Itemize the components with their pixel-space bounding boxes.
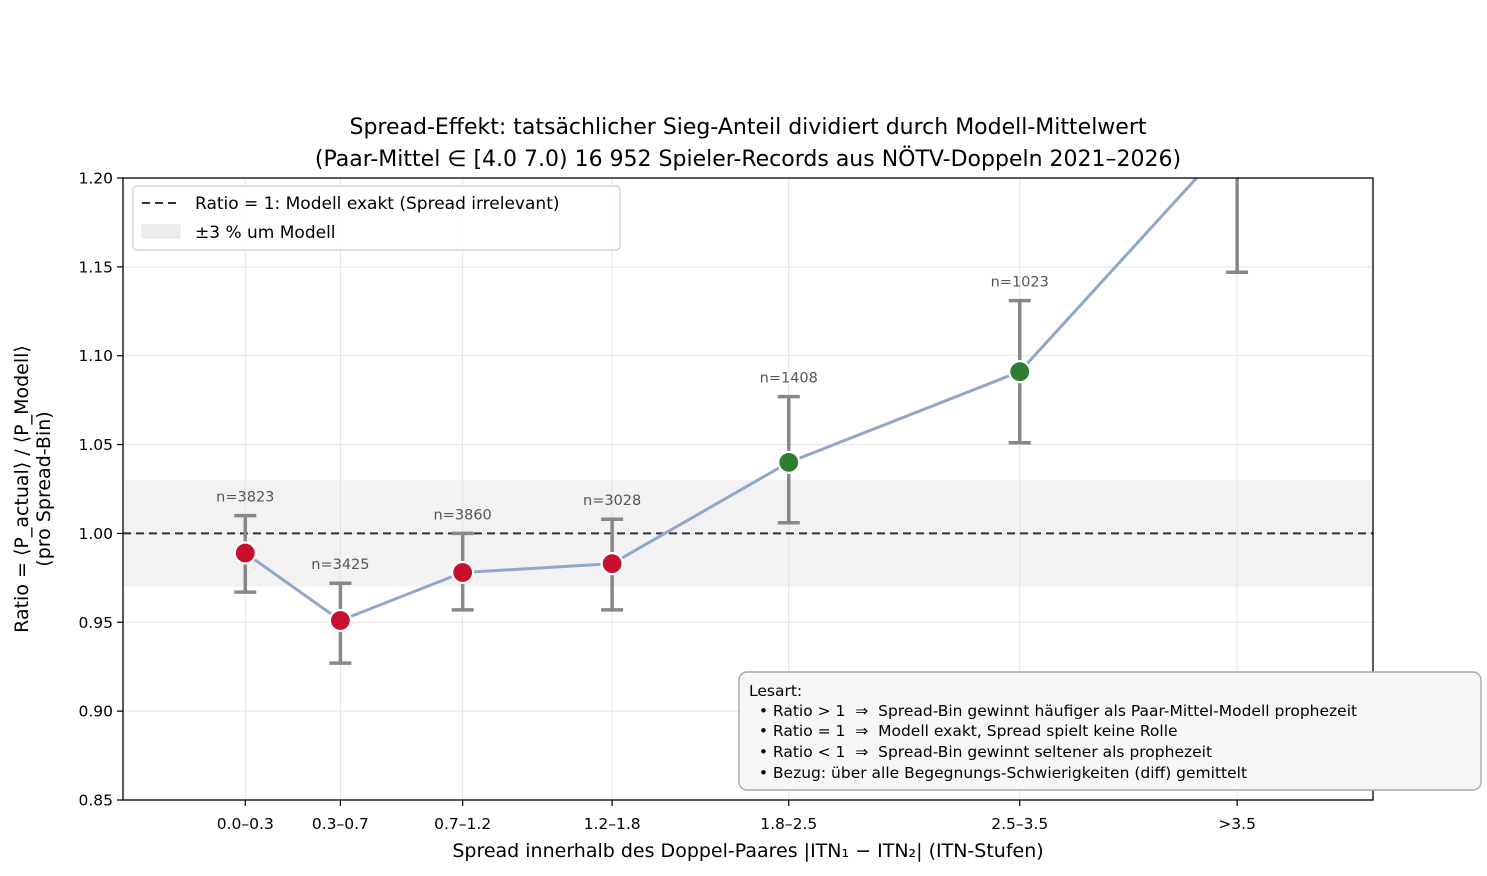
x-tick-label: 0.0–0.3 bbox=[217, 815, 274, 833]
y-tick-label: 1.15 bbox=[78, 258, 113, 276]
y-axis-label-line2: (pro Spread-Bin) bbox=[33, 411, 55, 566]
note-line-reference: • Bezug: über alle Begegnungs-Schwierigk… bbox=[749, 764, 1247, 782]
interpretation-note: Lesart: • Ratio > 1 ⇒ Spread-Bin gewinnt… bbox=[738, 671, 1482, 791]
data-point bbox=[1008, 360, 1032, 384]
x-tick-label: 1.2–1.8 bbox=[584, 815, 641, 833]
y-tick-label: 1.10 bbox=[78, 347, 113, 365]
legend-entry-band: ±3 % um Modell bbox=[195, 223, 336, 243]
plot-frame bbox=[122, 177, 1374, 801]
sample-size-label: n=3823 bbox=[216, 490, 274, 506]
sample-size-label: n=1023 bbox=[991, 275, 1049, 291]
x-tick-label: 1.8–2.5 bbox=[760, 815, 817, 833]
x-tick-label: 2.5–3.5 bbox=[991, 815, 1048, 833]
y-tick-label: 0.85 bbox=[78, 792, 113, 810]
note-line-ratio-lt-1: • Ratio < 1 ⇒ Spread-Bin gewinnt seltene… bbox=[749, 743, 1212, 761]
chart-subtitle: (Paar-Mittel ∈ [4.0 7.0) 16 952 Spieler-… bbox=[315, 146, 1181, 172]
y-tick-label: 0.90 bbox=[78, 703, 113, 721]
note-line-ratio-eq-1: • Ratio = 1 ⇒ Modell exakt, Spread spiel… bbox=[749, 722, 1178, 740]
data-point bbox=[328, 608, 352, 633]
y-tick-label: 1.05 bbox=[78, 436, 113, 454]
note-line-ratio-gt-1: • Ratio > 1 ⇒ Spread-Bin gewinnt häufige… bbox=[749, 702, 1357, 720]
x-axis: 0.0–0.3 0.3–0.7 0.7–1.2 1.2–1.8 1.8–2.5 2.5–3… bbox=[217, 800, 1256, 833]
sample-size-labels: n=3823n=3425n=3860n=3028n=1408n=1023n=38… bbox=[216, 275, 1049, 574]
data-point bbox=[451, 560, 475, 585]
legend-entry-reference: Ratio = 1: Modell exakt (Spread irreleva… bbox=[195, 194, 560, 214]
legend: Ratio = 1: Modell exakt (Spread irreleva… bbox=[132, 185, 621, 251]
x-tick-label: 0.3–0.7 bbox=[312, 815, 369, 833]
legend-band-swatch bbox=[141, 224, 181, 239]
note-line-heading: Lesart: bbox=[749, 682, 802, 700]
y-axis-label-line1: Ratio = ⟨P_actual⟩ / ⟨P_Modell⟩ bbox=[11, 345, 33, 633]
sample-size-label: n=3028 bbox=[583, 493, 641, 509]
sample-size-label: n=3425 bbox=[311, 557, 369, 573]
y-tick-label: 0.95 bbox=[78, 614, 113, 632]
data-point bbox=[777, 450, 801, 474]
data-point bbox=[1227, 123, 1248, 144]
data-point bbox=[600, 552, 624, 576]
sample-size-label: n=3860 bbox=[434, 507, 492, 523]
y-tick-label: 1.20 bbox=[78, 170, 113, 188]
error-bar bbox=[1226, 178, 1249, 274]
x-axis-label: Spread innerhalb des Doppel-Paares |ITN₁… bbox=[452, 840, 1043, 862]
x-tick-label: >3.5 bbox=[1218, 815, 1256, 833]
sample-size-label: n=1408 bbox=[760, 371, 818, 387]
ratio-series bbox=[233, 123, 1249, 665]
x-tick-label: 0.7–1.2 bbox=[434, 815, 491, 833]
note-box bbox=[738, 671, 1482, 791]
y-tick-label: 1.00 bbox=[78, 525, 113, 543]
chart-title: Spread-Effekt: tatsächlicher Sieg-Anteil… bbox=[349, 115, 1146, 140]
legend-box bbox=[132, 185, 621, 251]
y-axis: 0.85 0.90 0.95 1.00 1.05 1.10 1.15 1.20 bbox=[78, 170, 123, 810]
data-point bbox=[233, 541, 257, 565]
